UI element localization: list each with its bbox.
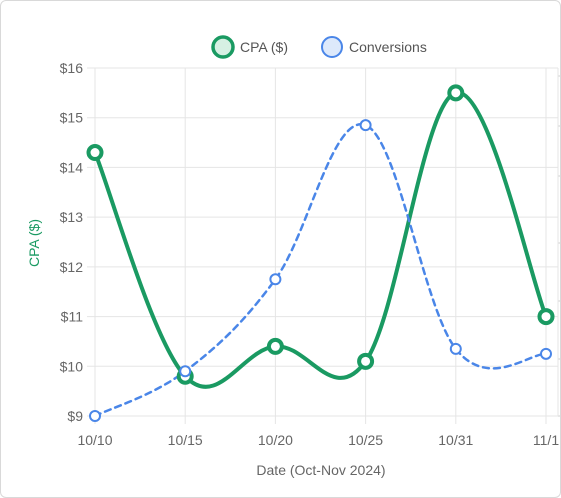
legend-label-conversions[interactable]: Conversions — [349, 39, 427, 55]
y-tick-label: $14 — [60, 159, 84, 175]
x-tick-label: 10/31 — [438, 432, 473, 448]
data-point-cpa — [447, 84, 465, 102]
y-tick-label: $9 — [67, 408, 83, 424]
right-axis-ticks — [557, 68, 560, 417]
y-axis-ticks: $9 $10 $11 $12 $13 $14 $15 $16 — [60, 60, 84, 424]
data-point-cpa — [537, 308, 555, 326]
data-point-conversions — [449, 342, 462, 355]
y-tick-label: $16 — [60, 60, 84, 76]
data-point-cpa — [357, 352, 375, 370]
data-point-conversions — [179, 365, 192, 378]
series-points — [86, 84, 555, 422]
x-tick-label: 11/1 — [533, 432, 559, 448]
legend-swatch-conversions[interactable] — [321, 36, 343, 58]
legend[interactable]: CPA ($) Conversions — [211, 35, 427, 59]
data-point-conversions — [540, 347, 552, 360]
y-axis-title: CPA ($) — [26, 219, 42, 267]
series-lines — [93, 90, 548, 418]
y-tick-label: $13 — [60, 209, 84, 225]
y-tick-label: $12 — [60, 259, 84, 275]
x-tick-label: 10/10 — [77, 432, 112, 448]
x-tick-label: 10/15 — [168, 432, 203, 448]
data-point-cpa — [86, 144, 104, 162]
series-line-cpa — [93, 90, 548, 389]
data-point-cpa — [266, 337, 284, 355]
x-tick-label: 10/25 — [348, 432, 383, 448]
y-tick-label: $11 — [61, 309, 84, 325]
legend-swatch-cpa[interactable] — [211, 35, 235, 59]
x-tick-label: 10/20 — [258, 432, 293, 448]
data-point-conversions — [89, 410, 101, 422]
y-tick-label: $15 — [60, 110, 84, 126]
x-axis-ticks: 10/10 10/15 10/20 10/25 10/31 11/1 — [77, 432, 559, 448]
data-point-conversions — [269, 273, 282, 286]
data-point-conversions — [359, 119, 372, 132]
x-axis-title: Date (Oct-Nov 2024) — [256, 462, 385, 478]
legend-label-cpa[interactable]: CPA ($) — [240, 39, 288, 55]
y-tick-label: $10 — [60, 358, 84, 374]
